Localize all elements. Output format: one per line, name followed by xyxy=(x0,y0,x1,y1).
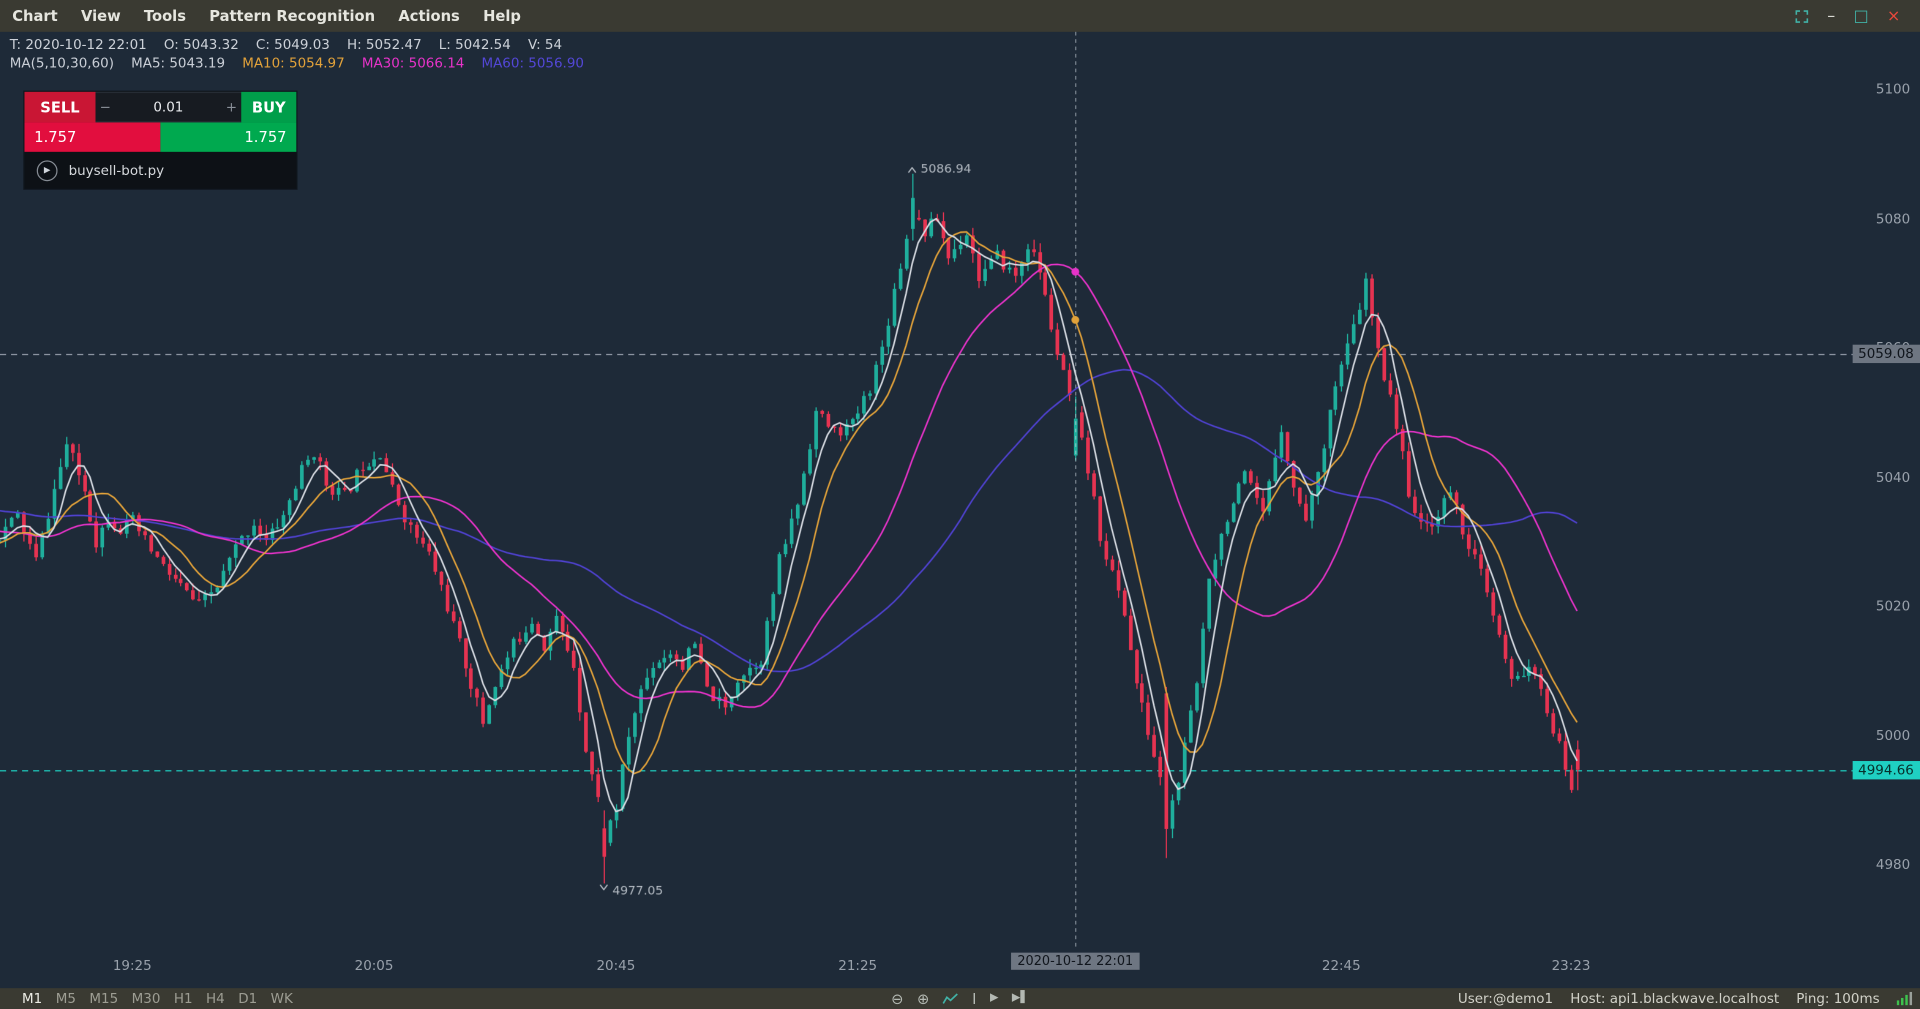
chart-line-icon[interactable] xyxy=(942,992,959,1004)
price-row: 1.757 1.757 xyxy=(24,122,297,152)
timeframe-buttons: M1 M5 M15 M30 H1 H4 D1 WK xyxy=(0,991,306,1007)
ohlc-segment: O: 5043.32 xyxy=(163,36,239,53)
price-axis-tick: 5000 xyxy=(1875,727,1911,744)
ma-info-line: MA(5,10,30,60) MA5: 5043.19 MA10: 5054.97 M… xyxy=(10,55,601,71)
ohlc-segment: H: 5052.47 xyxy=(346,36,422,53)
time-axis-tick: 22:45 xyxy=(1321,957,1361,974)
quantity-value[interactable]: 0.01 xyxy=(153,99,184,116)
time-axis-tick: 21:25 xyxy=(838,957,878,974)
timeframe-m30[interactable]: M30 xyxy=(131,990,161,1007)
fullscreen-icon[interactable] xyxy=(1795,9,1809,23)
ohlc-segment: L: 5042.54 xyxy=(438,36,511,53)
quantity-plus-button[interactable]: + xyxy=(225,99,238,116)
quantity-minus-button[interactable]: − xyxy=(99,99,111,116)
menu-item-actions[interactable]: Actions xyxy=(398,7,460,25)
chart-tools: ⊖ ⊕ I ▶ ▶▌ xyxy=(891,991,1029,1006)
close-icon[interactable]: × xyxy=(1887,6,1901,26)
play-icon: ▶ xyxy=(43,165,51,176)
window-controls: – □ × xyxy=(1795,8,1907,24)
menu-item-pattern-recognition[interactable]: Pattern Recognition xyxy=(209,7,376,25)
cursor-icon[interactable]: I xyxy=(972,989,977,1008)
buy-price[interactable]: 1.757 xyxy=(160,122,297,152)
menu-items: Chart View Tools Pattern Recognition Actions… xyxy=(12,7,544,24)
user-status: User:@demo1 xyxy=(1457,990,1554,1007)
host-status: Host: api1.blackwave.localhost xyxy=(1570,990,1780,1007)
price-axis-tick: 5080 xyxy=(1875,210,1911,227)
ohlc-segment: T: 2020-10-12 22:01 xyxy=(9,36,147,53)
zoom-out-icon[interactable]: ⊖ xyxy=(891,989,904,1008)
timeframe-h1[interactable]: H1 xyxy=(173,990,193,1007)
buy-button[interactable]: BUY xyxy=(241,91,297,123)
crosshair-time-label: 2020-10-12 22:01 xyxy=(1011,952,1140,970)
network-status-icon xyxy=(1896,991,1913,1006)
order-panel: SELL − 0.01 + BUY 1.757 1.757 ▶ buysell-… xyxy=(24,91,297,189)
ma-segment: MA(5,10,30,60) xyxy=(9,55,114,72)
timeframe-h4[interactable]: H4 xyxy=(206,990,225,1007)
maximize-icon[interactable]: □ xyxy=(1853,6,1869,26)
zoom-in-icon[interactable]: ⊕ xyxy=(916,989,930,1008)
menu-item-tools[interactable]: Tools xyxy=(143,7,186,25)
order-row: SELL − 0.01 + BUY xyxy=(24,91,297,123)
timeframe-wk[interactable]: WK xyxy=(270,990,293,1007)
status-bar: M1 M5 M15 M30 H1 H4 D1 WK ⊖ ⊕ I ▶ ▶▌ User:@demo1 Ho… xyxy=(0,988,1920,1009)
timeframe-m1[interactable]: M1 xyxy=(22,990,43,1007)
ma-segment: MA10: 5054.97 xyxy=(242,55,345,72)
ohlc-segment: V: 54 xyxy=(527,36,563,53)
time-axis-tick: 23:23 xyxy=(1551,957,1591,974)
ohlc-info-line: T: 2020-10-12 22:01 O: 5043.32 C: 5049.03 H… xyxy=(10,37,579,53)
price-axis-tick: 5040 xyxy=(1875,468,1911,485)
bot-row: ▶ buysell-bot.py xyxy=(24,151,297,189)
menu-item-view[interactable]: View xyxy=(80,7,121,25)
price-axis-tick: 4980 xyxy=(1875,856,1911,873)
price-level-label: 4994.66 xyxy=(1852,760,1920,779)
skip-forward-icon[interactable]: ▶▌ xyxy=(1011,991,1029,1005)
price-chart-canvas[interactable] xyxy=(0,31,1920,989)
ohlc-segment: C: 5049.03 xyxy=(255,36,330,53)
run-bot-button[interactable]: ▶ xyxy=(36,159,58,181)
menu-bar: Chart View Tools Pattern Recognition Actions… xyxy=(0,0,1920,32)
status-info: User:@demo1 Host: api1.blackwave.localho… xyxy=(1458,991,1920,1007)
time-axis-tick: 20:05 xyxy=(354,957,394,974)
quantity-stepper: − 0.01 + xyxy=(95,91,242,123)
price-axis-tick: 5020 xyxy=(1875,598,1911,615)
menu-item-help[interactable]: Help xyxy=(483,7,521,25)
ping-status: Ping: 100ms xyxy=(1796,990,1880,1007)
timeframe-m15[interactable]: M15 xyxy=(89,990,119,1007)
timeframe-m5[interactable]: M5 xyxy=(55,990,76,1007)
time-axis-tick: 20:45 xyxy=(596,957,636,974)
sell-button[interactable]: SELL xyxy=(24,91,96,123)
time-axis-tick: 19:25 xyxy=(112,957,152,974)
timeframe-d1[interactable]: D1 xyxy=(238,990,258,1007)
minimize-icon[interactable]: – xyxy=(1827,6,1836,26)
price-level-label: 5059.08 xyxy=(1852,344,1920,363)
play-icon[interactable]: ▶ xyxy=(989,991,999,1005)
sell-price[interactable]: 1.757 xyxy=(24,122,161,152)
chart-region: T: 2020-10-12 22:01 O: 5043.32 C: 5049.03 H… xyxy=(0,31,1920,989)
ma-segment: MA5: 5043.19 xyxy=(131,55,226,72)
ma-segment: MA30: 5066.14 xyxy=(361,55,465,72)
bot-script-name: buysell-bot.py xyxy=(68,162,165,179)
menu-item-chart[interactable]: Chart xyxy=(12,7,58,25)
price-axis-tick: 5100 xyxy=(1875,81,1911,98)
ma-segment: MA60: 5056.90 xyxy=(481,55,584,72)
